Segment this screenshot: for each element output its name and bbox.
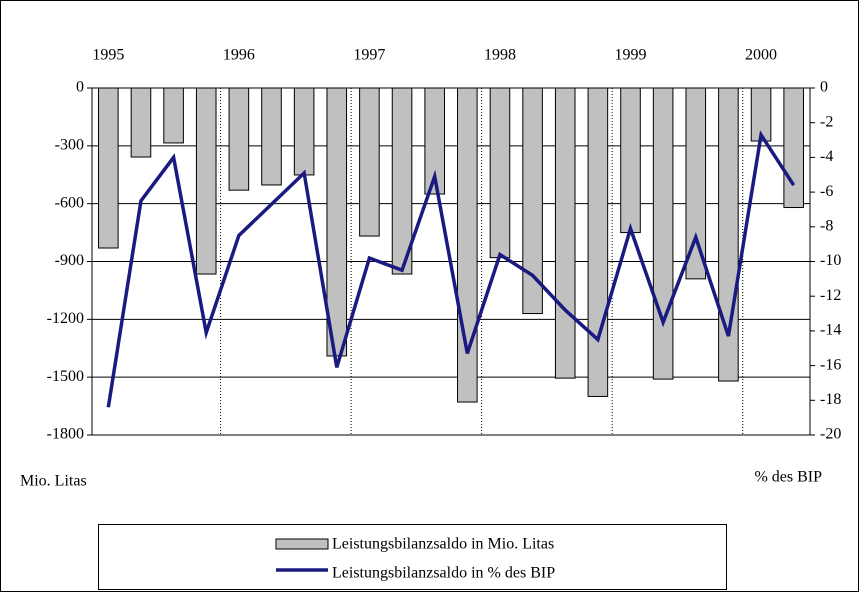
bar: [326, 87, 348, 357]
bar: [685, 87, 707, 280]
bar: [424, 87, 445, 195]
y2-tick-label: -6: [820, 183, 833, 200]
y2-tick-label: -4: [820, 148, 833, 165]
x-tick-label: 1997: [353, 47, 385, 64]
bar: [457, 87, 478, 403]
bar: [554, 87, 576, 379]
bar: [620, 87, 641, 234]
bar: [489, 87, 511, 259]
bar: [652, 87, 674, 380]
bar: [783, 87, 804, 209]
y-tick-label: -1800: [47, 426, 84, 443]
legend-label: Leistungsbilanzsaldo in Mio. Litas: [332, 536, 554, 553]
y2-tick-label: -16: [820, 356, 841, 373]
y-tick-label: -1500: [47, 368, 84, 385]
x-tick-label: 1998: [484, 47, 516, 64]
y2-tick-label: -2: [820, 113, 833, 130]
bar: [261, 87, 282, 186]
y-tick-label: -600: [55, 194, 84, 211]
bar: [587, 87, 609, 397]
y-tick-label: -1200: [47, 310, 84, 327]
y-tick-label: -900: [55, 252, 84, 269]
x-tick-label: 1995: [92, 47, 124, 64]
legend-swatch: [275, 538, 329, 550]
y2-tick-label: -10: [820, 252, 841, 269]
y-tick-label: -300: [55, 137, 84, 154]
y-tick-label: 0: [76, 79, 84, 96]
y2-axis-label: % des BIP: [754, 469, 822, 486]
bar: [522, 87, 543, 315]
bar: [391, 87, 413, 275]
y2-tick-label: -18: [820, 391, 841, 408]
y2-tick-label: -20: [820, 426, 841, 443]
bar: [293, 87, 315, 176]
y2-tick-label: -8: [820, 217, 833, 234]
legend-label: Leistungsbilanzsaldo in % des BIP: [332, 565, 555, 582]
bar: [195, 87, 217, 275]
y2-tick-label: -12: [820, 287, 841, 304]
bar: [718, 87, 739, 382]
x-tick-label: 2000: [745, 47, 777, 64]
bar: [98, 87, 119, 249]
line-series: [106, 130, 796, 408]
y-axis-label: Mio. Litas: [20, 473, 87, 490]
x-tick-label: 1999: [615, 47, 647, 64]
y2-tick-label: -14: [820, 322, 841, 339]
bar: [163, 87, 184, 144]
bar: [228, 87, 250, 191]
legend-box: [98, 524, 727, 590]
bar: [130, 87, 152, 158]
x-tick-label: 1996: [223, 47, 255, 64]
y2-tick-label: 0: [820, 79, 828, 96]
bar: [359, 87, 380, 237]
